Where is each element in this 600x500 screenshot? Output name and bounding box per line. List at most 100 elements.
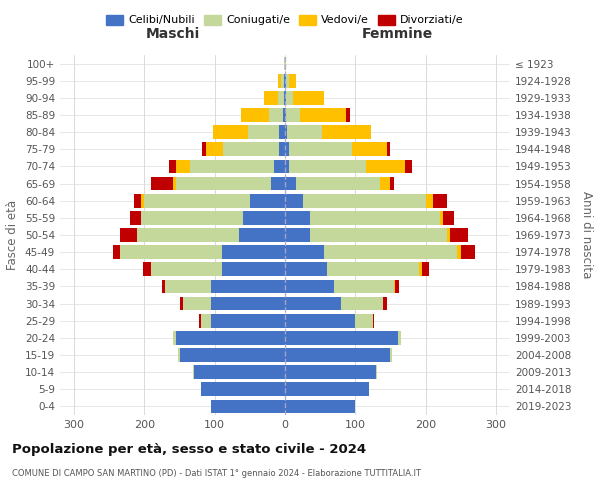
Bar — [222, 262, 285, 276]
Bar — [248, 126, 280, 139]
Bar — [301, 108, 346, 122]
Bar — [284, 74, 285, 88]
Bar — [391, 176, 394, 190]
Text: Femmine: Femmine — [362, 26, 433, 40]
Bar — [302, 194, 425, 207]
Bar — [141, 211, 243, 224]
Bar — [285, 108, 286, 122]
Bar — [285, 314, 355, 328]
Bar — [211, 280, 285, 293]
Bar — [422, 262, 429, 276]
Bar — [284, 91, 285, 104]
Bar — [193, 366, 194, 379]
Bar — [346, 108, 350, 122]
Bar — [281, 74, 284, 88]
Bar — [274, 160, 285, 173]
Bar — [285, 262, 327, 276]
Bar — [383, 296, 387, 310]
Bar — [141, 194, 145, 207]
Bar — [179, 348, 285, 362]
Bar — [269, 108, 283, 122]
Bar — [194, 366, 285, 379]
Bar — [178, 348, 179, 362]
Bar — [286, 74, 289, 88]
Bar — [283, 108, 285, 122]
Bar — [211, 400, 285, 413]
Bar — [137, 228, 239, 242]
Bar — [286, 108, 301, 122]
Bar — [293, 91, 325, 104]
Bar — [151, 262, 222, 276]
Text: Popolazione per età, sesso e stato civile - 2024: Popolazione per età, sesso e stato civil… — [12, 442, 366, 456]
Bar — [169, 160, 176, 173]
Bar — [285, 296, 341, 310]
Bar — [280, 142, 285, 156]
Bar — [289, 160, 366, 173]
Bar — [173, 176, 176, 190]
Bar — [285, 211, 310, 224]
Bar — [212, 126, 248, 139]
Bar — [366, 160, 404, 173]
Bar — [322, 126, 371, 139]
Bar — [285, 331, 398, 344]
Bar — [143, 262, 151, 276]
Text: Maschi: Maschi — [145, 26, 200, 40]
Bar — [145, 194, 250, 207]
Bar — [285, 126, 287, 139]
Bar — [285, 74, 286, 88]
Bar — [176, 331, 285, 344]
Bar — [151, 176, 173, 190]
Bar — [264, 91, 278, 104]
Bar — [280, 126, 285, 139]
Y-axis label: Anni di nascita: Anni di nascita — [580, 192, 593, 278]
Bar — [222, 246, 285, 259]
Bar — [211, 314, 285, 328]
Legend: Celibi/Nubili, Coniugati/e, Vedovi/e, Divorziati/e: Celibi/Nubili, Coniugati/e, Vedovi/e, Di… — [102, 10, 468, 30]
Bar — [241, 108, 269, 122]
Bar — [387, 142, 391, 156]
Bar — [120, 246, 222, 259]
Bar — [289, 74, 296, 88]
Bar — [450, 228, 468, 242]
Bar — [289, 142, 352, 156]
Bar — [113, 246, 120, 259]
Bar — [404, 160, 412, 173]
Bar — [223, 142, 280, 156]
Bar — [296, 176, 380, 190]
Bar — [285, 194, 302, 207]
Bar — [190, 160, 274, 173]
Bar — [433, 194, 447, 207]
Text: COMUNE DI CAMPO SAN MARTINO (PD) - Dati ISTAT 1° gennaio 2024 - Elaborazione TUT: COMUNE DI CAMPO SAN MARTINO (PD) - Dati … — [12, 468, 421, 477]
Bar — [457, 246, 461, 259]
Bar — [179, 296, 183, 310]
Bar — [130, 211, 141, 224]
Bar — [285, 382, 370, 396]
Bar — [243, 211, 285, 224]
Bar — [166, 280, 211, 293]
Bar — [285, 280, 334, 293]
Bar — [200, 314, 211, 328]
Bar — [285, 56, 286, 70]
Bar — [440, 211, 443, 224]
Bar — [271, 176, 285, 190]
Bar — [162, 280, 166, 293]
Bar — [373, 314, 374, 328]
Bar — [447, 228, 450, 242]
Bar — [206, 142, 223, 156]
Bar — [183, 296, 211, 310]
Bar — [334, 280, 394, 293]
Bar — [176, 160, 190, 173]
Bar — [285, 160, 289, 173]
Bar — [285, 91, 286, 104]
Bar — [287, 126, 322, 139]
Bar — [285, 228, 310, 242]
Bar — [443, 211, 454, 224]
Bar — [120, 228, 137, 242]
Bar — [285, 400, 355, 413]
Bar — [200, 382, 285, 396]
Bar — [176, 176, 271, 190]
Bar — [310, 211, 440, 224]
Bar — [395, 280, 399, 293]
Bar — [327, 262, 419, 276]
Bar — [461, 246, 475, 259]
